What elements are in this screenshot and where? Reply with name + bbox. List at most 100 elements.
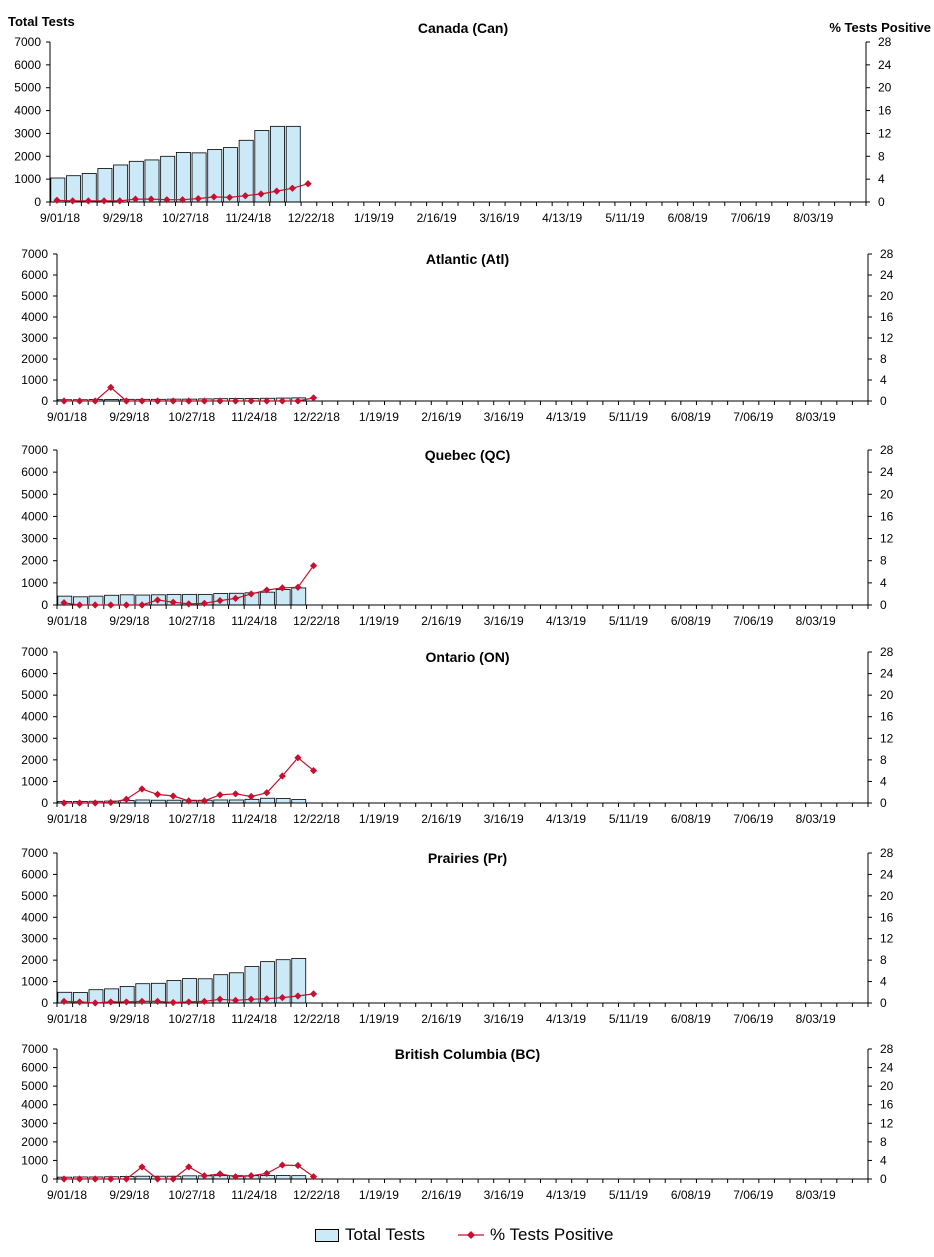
bar xyxy=(166,980,182,1004)
right-tick-label: 8 xyxy=(880,953,887,967)
percent-positive-point xyxy=(169,598,177,606)
left-tick-label: 0 xyxy=(41,1172,48,1186)
bar xyxy=(160,155,176,203)
right-tick-label: 0 xyxy=(880,598,887,612)
left-tick-label: 2000 xyxy=(21,753,48,767)
left-tick-label: 4000 xyxy=(14,104,41,118)
percent-positive-point xyxy=(257,190,265,198)
bar xyxy=(275,798,291,804)
bar xyxy=(275,589,291,606)
x-tick-label: 4/13/19 xyxy=(542,211,582,225)
percent-positive-point xyxy=(185,1163,193,1171)
percent-positive-point xyxy=(122,1175,130,1183)
percent-positive-point xyxy=(263,397,271,405)
left-tick-label: 4000 xyxy=(21,910,48,924)
bar xyxy=(175,151,191,203)
right-tick-label: 16 xyxy=(878,104,892,118)
chart-title: Canada (Can) xyxy=(418,20,508,36)
percent-positive-point xyxy=(216,596,224,605)
right-tick-label: 28 xyxy=(880,443,894,457)
percent-positive-point xyxy=(309,990,318,998)
x-tick-label: 5/11/19 xyxy=(609,1188,648,1202)
percent-positive-point xyxy=(75,601,84,609)
right-axis-label: % Tests Positive xyxy=(829,20,931,35)
percent-positive-point xyxy=(216,397,224,405)
x-tick-label: 7/06/19 xyxy=(733,1012,773,1026)
x-tick-label: 8/03/19 xyxy=(793,211,833,225)
x-tick-label: 4/13/19 xyxy=(546,1012,586,1026)
right-tick-label: 4 xyxy=(878,172,885,186)
left-tick-label: 6000 xyxy=(21,465,48,479)
left-tick-label: 0 xyxy=(34,195,41,209)
percent-positive-point xyxy=(75,998,84,1006)
x-tick-label: 12/22/18 xyxy=(293,410,340,424)
left-tick-label: 5000 xyxy=(21,1079,48,1093)
right-tick-label: 28 xyxy=(880,645,894,659)
percent-positive-point xyxy=(309,767,318,775)
right-tick-label: 12 xyxy=(880,532,894,546)
x-tick-label: 2/16/19 xyxy=(417,211,457,225)
bar xyxy=(97,167,113,203)
percent-positive-point xyxy=(247,792,255,801)
chart-title: British Columbia (BC) xyxy=(395,1046,540,1062)
right-tick-label: 24 xyxy=(880,1061,894,1075)
percent-positive-point xyxy=(294,992,302,1000)
right-tick-label: 4 xyxy=(880,576,887,590)
left-tick-label: 1000 xyxy=(21,1153,48,1167)
legend-label-total-tests: Total Tests xyxy=(345,1225,426,1244)
percent-positive-point xyxy=(169,1175,177,1183)
percent-positive-point xyxy=(91,799,99,807)
x-tick-label: 9/29/18 xyxy=(109,410,149,424)
x-tick-label: 4/13/19 xyxy=(546,1188,586,1202)
x-tick-label: 11/24/18 xyxy=(231,812,277,826)
percent-positive-point xyxy=(107,601,115,609)
x-tick-label: 5/11/19 xyxy=(609,614,648,628)
left-tick-label: 3000 xyxy=(21,1116,48,1130)
percent-positive-point xyxy=(116,197,124,205)
bar xyxy=(128,160,144,203)
x-tick-label: 6/08/19 xyxy=(671,1188,711,1202)
percent-positive-point xyxy=(231,594,240,602)
right-tick-label: 8 xyxy=(880,554,887,568)
x-tick-label: 7/06/19 xyxy=(733,614,773,628)
left-tick-label: 7000 xyxy=(21,1042,48,1056)
x-tick-label: 6/08/19 xyxy=(671,812,711,826)
right-tick-label: 28 xyxy=(878,35,892,49)
percent-positive-point xyxy=(278,772,286,780)
x-tick-label: 8/03/19 xyxy=(796,1188,836,1202)
percent-positive-point xyxy=(216,995,224,1003)
right-tick-label: 24 xyxy=(878,58,892,72)
percent-positive-point xyxy=(147,195,155,203)
x-tick-label: 3/16/19 xyxy=(479,211,519,225)
x-tick-label: 5/11/19 xyxy=(609,410,648,424)
x-tick-label: 10/27/18 xyxy=(162,211,209,225)
bar xyxy=(291,799,307,804)
bar xyxy=(291,1175,307,1180)
right-tick-label: 16 xyxy=(880,710,894,724)
left-tick-label: 2000 xyxy=(21,953,48,967)
x-tick-label: 9/01/18 xyxy=(47,812,87,826)
x-tick-label: 12/22/18 xyxy=(293,1012,340,1026)
right-tick-label: 16 xyxy=(880,910,894,924)
percent-positive-point xyxy=(122,397,130,405)
x-tick-label: 10/27/18 xyxy=(168,410,215,424)
percent-positive-point xyxy=(138,997,146,1005)
x-tick-label: 9/29/18 xyxy=(109,614,149,628)
percent-positive-point xyxy=(185,397,193,405)
percent-positive-point xyxy=(216,791,224,799)
x-tick-label: 5/11/19 xyxy=(609,812,648,826)
percent-positive-point xyxy=(60,799,68,807)
right-tick-label: 16 xyxy=(880,310,894,324)
bar xyxy=(260,797,275,804)
x-tick-label: 4/13/19 xyxy=(546,410,586,424)
percent-positive-point xyxy=(153,397,162,405)
percent-positive-point xyxy=(185,797,193,805)
left-tick-label: 5000 xyxy=(21,487,48,501)
x-tick-label: 12/22/18 xyxy=(293,614,340,628)
x-tick-label: 6/08/19 xyxy=(671,614,711,628)
x-tick-label: 3/16/19 xyxy=(484,410,524,424)
percent-positive-point xyxy=(169,792,177,800)
right-tick-label: 20 xyxy=(880,688,894,702)
x-tick-label: 6/08/19 xyxy=(671,1012,711,1026)
x-tick-label: 1/19/19 xyxy=(354,211,394,225)
